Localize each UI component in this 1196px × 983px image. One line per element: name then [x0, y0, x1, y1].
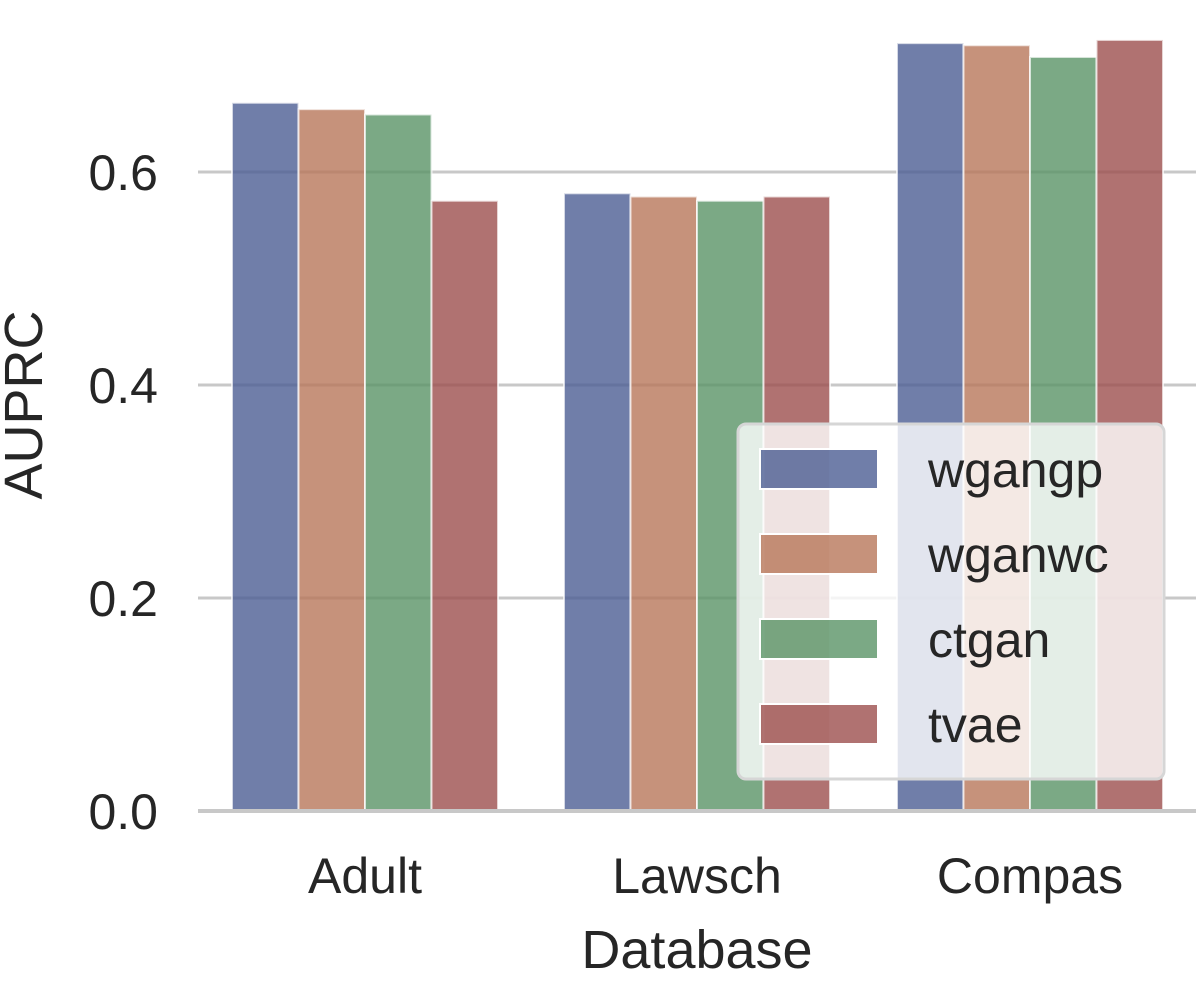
bar-wgangp-adult — [231, 101, 300, 812]
bar-wgangp-lawsch — [563, 192, 632, 813]
bar-wganwc-adult — [297, 108, 366, 813]
x-tick-labels: Adult Lawsch Compas — [308, 848, 1123, 904]
x-tick-label: Lawsch — [612, 848, 782, 904]
y-tick-label: 0.4 — [88, 358, 158, 414]
x-tick-label: Compas — [937, 848, 1123, 904]
y-axis-title: AUPRC — [0, 310, 54, 499]
legend-label-wganwc: wganwc — [927, 527, 1109, 583]
bar-wganwc-lawsch — [629, 195, 698, 812]
legend-label-ctgan: ctgan — [928, 612, 1050, 668]
legend-swatch-ctgan — [759, 618, 879, 660]
bar-ctgan-adult — [364, 113, 433, 813]
legend: wgangp wganwc ctgan tvae — [736, 422, 1166, 781]
y-tick-label: 0.0 — [88, 784, 158, 840]
legend-swatch-wganwc — [759, 533, 879, 575]
x-tick-label: Adult — [308, 848, 422, 904]
legend-items: wgangp wganwc ctgan tvae — [759, 442, 1109, 753]
legend-frame — [736, 422, 1166, 781]
y-tick-labels: 0.0 0.2 0.4 0.6 — [88, 145, 158, 840]
y-tick-label: 0.6 — [88, 145, 158, 201]
legend-swatch-tvae — [759, 703, 879, 745]
y-tick-label: 0.2 — [88, 571, 158, 627]
legend-swatch-wgangp — [759, 448, 879, 490]
legend-label-wgangp: wgangp — [927, 442, 1103, 498]
x-axis-title: Database — [581, 920, 812, 980]
bar-tvae-adult — [430, 199, 499, 812]
legend-label-tvae: tvae — [928, 697, 1023, 753]
